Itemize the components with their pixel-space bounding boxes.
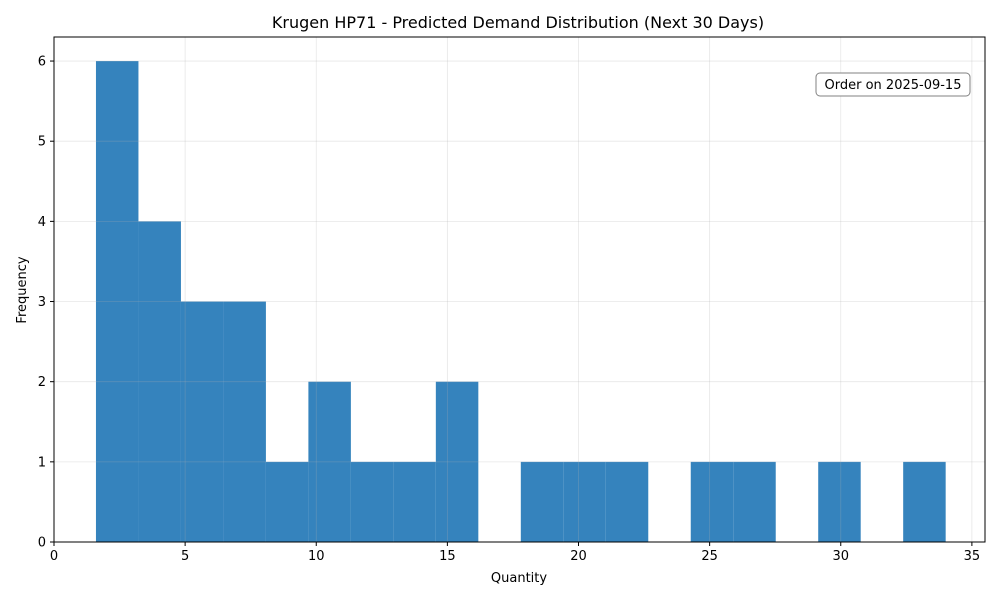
histogram-bar-19	[903, 461, 946, 542]
x-tick-label-6: 30	[832, 549, 849, 564]
y-axis-label: Frequency	[15, 256, 30, 323]
histogram-bar-17	[818, 461, 861, 542]
x-axis-label: Quantity	[491, 571, 547, 586]
histogram-bar-11	[563, 461, 606, 542]
x-tick-label-0: 0	[50, 549, 58, 564]
chart-title: Krugen HP71 - Predicted Demand Distribut…	[272, 13, 764, 32]
y-tick-label-3: 3	[38, 295, 46, 310]
annotation-text: Order on 2025-09-15	[825, 78, 962, 93]
histogram-bar-10	[520, 461, 564, 542]
y-tick-label-4: 4	[38, 215, 46, 230]
histogram-bar-15	[733, 461, 776, 542]
y-tick-label-6: 6	[38, 55, 46, 70]
histogram-bar-12	[605, 461, 649, 542]
x-tick-label-1: 5	[181, 549, 189, 564]
histogram-bar-8	[435, 381, 479, 542]
order-date-annotation: Order on 2025-09-15	[815, 72, 971, 97]
x-tick-label-4: 20	[570, 549, 587, 564]
histogram-bar-14	[690, 461, 734, 542]
x-tick-label-2: 10	[308, 549, 325, 564]
histogram-bar-4	[265, 461, 309, 542]
y-tick-label-5: 5	[38, 135, 46, 150]
histogram-bar-6	[350, 461, 394, 542]
x-tick-label-3: 15	[439, 549, 456, 564]
histogram-bars	[95, 61, 946, 543]
x-axis-ticks: 0 5 10 15 20 25 30 35	[50, 542, 980, 564]
annotation-box	[815, 72, 971, 97]
histogram-bar-2	[180, 301, 224, 542]
y-tick-label-0: 0	[38, 536, 46, 551]
histogram-bar-0	[95, 61, 139, 543]
histogram-bar-5	[308, 381, 351, 542]
y-tick-label-1: 1	[38, 455, 46, 470]
histogram-bar-3	[223, 301, 266, 542]
histogram-bar-7	[393, 461, 436, 542]
y-axis-ticks: 0 1 2 3 4 5 6	[38, 55, 54, 551]
x-tick-label-5: 25	[701, 549, 718, 564]
plot-frame	[53, 36, 986, 543]
x-tick-label-7: 35	[964, 549, 981, 564]
histogram-bar-1	[138, 221, 181, 542]
y-tick-label-2: 2	[38, 375, 46, 390]
